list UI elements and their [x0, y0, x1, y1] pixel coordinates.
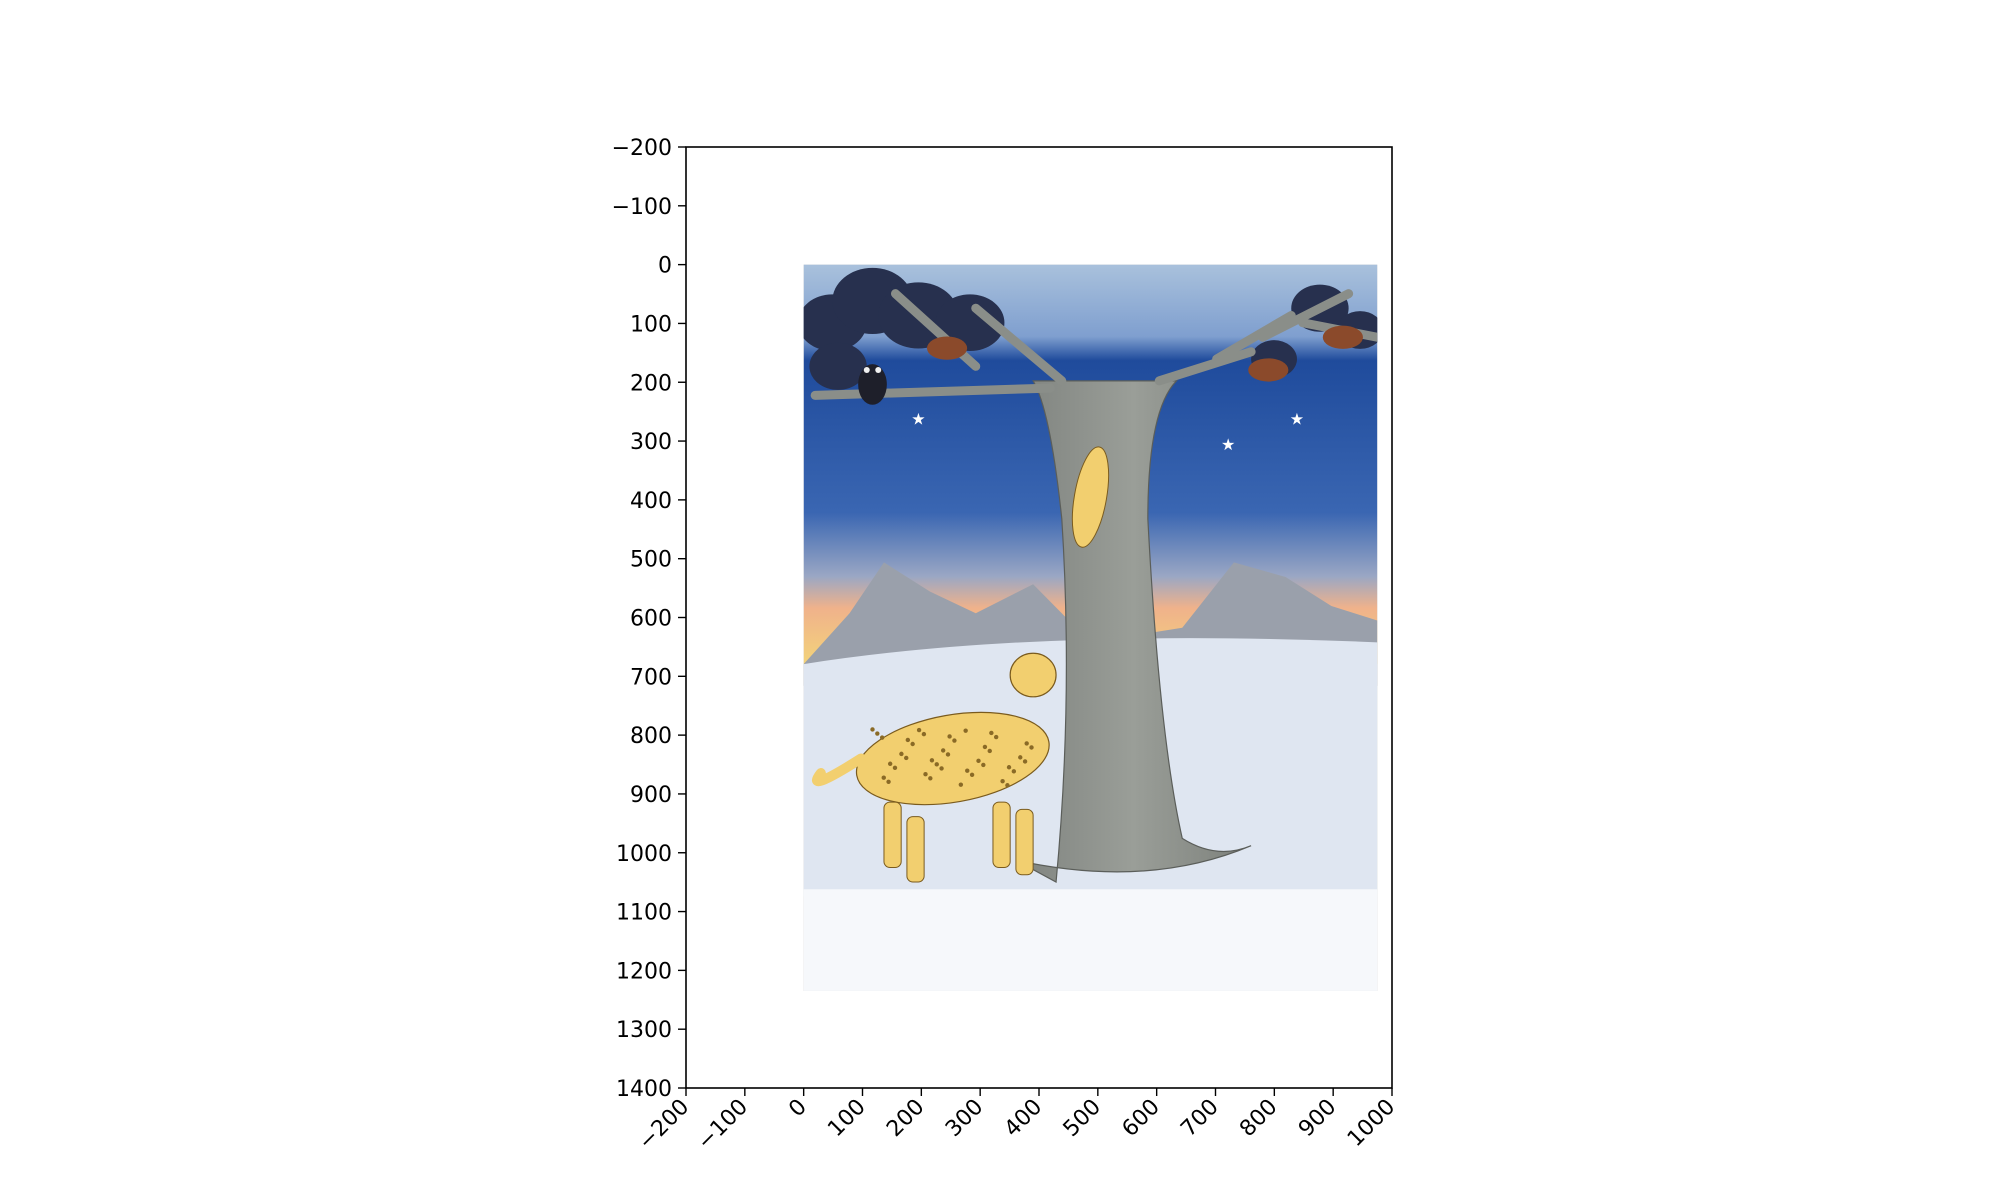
leopard-spot	[910, 741, 915, 747]
tree-foliage	[809, 342, 867, 390]
leopard-spot	[875, 731, 880, 736]
leopard-spot	[987, 748, 992, 754]
y-tick-label: 400	[630, 489, 672, 514]
y-tick-label: 200	[630, 371, 672, 396]
y-tick-label: 700	[630, 665, 672, 690]
leopard-spot	[1005, 783, 1010, 788]
leopard-spot	[1022, 759, 1028, 764]
x-tick-label: 300	[941, 1095, 988, 1142]
owl-eye	[863, 366, 870, 373]
leopard-spot	[939, 766, 944, 771]
leopard-spot	[887, 761, 893, 766]
y-tick-label: 1400	[616, 1077, 672, 1102]
leopard-spot	[989, 730, 994, 736]
leopard-leg	[992, 801, 1011, 868]
leopard-spot	[958, 782, 964, 787]
leopard-spot	[923, 772, 928, 777]
leopard-spot	[947, 734, 952, 739]
leopard-leg	[883, 801, 902, 868]
leopard-leg	[1015, 808, 1034, 876]
y-tick-label: 1200	[616, 959, 672, 984]
leopard-spot	[1029, 745, 1034, 750]
leopard-spot	[952, 738, 957, 743]
leopard-spot	[982, 744, 988, 750]
leopard-spot	[904, 755, 909, 761]
y-tick-label: 900	[630, 783, 672, 808]
y-tick-label: −200	[612, 136, 672, 161]
tree-branch	[810, 383, 1055, 400]
leopard-spot	[1011, 769, 1017, 774]
leopard-spot	[916, 727, 922, 733]
tree-foliage	[935, 294, 1005, 352]
x-tick-label: 100	[823, 1095, 870, 1142]
leopard-leg	[906, 816, 925, 883]
x-tick-label: 1000	[1343, 1095, 1400, 1152]
leopard-tail	[811, 753, 867, 787]
leopard-spot	[886, 779, 891, 784]
y-tick-label: 100	[630, 312, 672, 337]
y-tick-label: 1100	[616, 901, 672, 926]
leopard-head	[1009, 652, 1057, 698]
x-tick-label: 600	[1118, 1095, 1165, 1142]
leopard-spot	[1000, 778, 1005, 784]
x-tick-label: 500	[1059, 1095, 1106, 1142]
y-axis: −200 −100 0 100 200 300 400 500 600 700 800 900 1000…	[612, 136, 686, 1102]
star-icon: ★	[1221, 435, 1235, 454]
leopard-spot	[940, 748, 946, 753]
x-tick-label: −200	[634, 1095, 694, 1155]
leopard-spot	[945, 752, 951, 757]
sleeping-monkey	[1248, 358, 1289, 382]
leopard-spot	[899, 751, 904, 757]
tree-branch	[971, 303, 1067, 386]
leopard-spot	[881, 775, 886, 780]
tree-branch	[1212, 310, 1296, 364]
tree-branch	[1258, 289, 1354, 342]
y-tick-label: 1300	[616, 1018, 672, 1043]
x-tick-label: 200	[882, 1095, 929, 1142]
x-tick-label: 0	[784, 1095, 812, 1123]
y-tick-label: 300	[630, 430, 672, 455]
leopard-spot	[976, 758, 981, 764]
y-tick-label: 800	[630, 724, 672, 749]
x-axis: −200−100 0 100 200 300 400 500 600 700 800 900 1000	[634, 1088, 1400, 1155]
leopard-spot	[993, 734, 999, 740]
leopard-spot	[879, 735, 885, 740]
x-tick-label: 900	[1294, 1095, 1341, 1142]
y-tick-label: 500	[630, 548, 672, 573]
leopard-spot	[934, 762, 939, 767]
star-icon: ★	[1290, 409, 1304, 428]
leopard-spot	[1006, 765, 1012, 770]
climbing-leopard-cub	[1071, 446, 1110, 548]
x-tick-label: 700	[1176, 1095, 1223, 1142]
leopard-spot	[963, 728, 968, 733]
owl-eye	[875, 366, 882, 373]
leopard-spot	[928, 776, 933, 781]
tree-branch	[1154, 347, 1256, 386]
leopard-spot	[965, 768, 970, 773]
leopard-spot	[929, 758, 935, 763]
leopard-spot	[921, 731, 927, 737]
leopard-spot	[1018, 755, 1023, 760]
leopard-spot	[981, 762, 986, 768]
leopard-spot	[969, 772, 975, 778]
y-tick-label: −100	[612, 195, 672, 220]
leopard-spot	[870, 727, 875, 732]
leopard-spot	[1024, 741, 1029, 746]
x-tick-label: 400	[1000, 1095, 1047, 1142]
leopard-spot	[905, 737, 911, 743]
illustration-image: ★ ★ ★	[803, 264, 1378, 991]
x-tick-label: 800	[1235, 1095, 1282, 1142]
y-tick-label: 600	[630, 607, 672, 632]
paper-margin	[803, 889, 1378, 991]
owl	[858, 364, 887, 405]
star-icon: ★	[911, 409, 925, 428]
sleeping-monkey	[926, 336, 968, 360]
x-tick-label: −100	[693, 1095, 753, 1155]
leopard-spot	[892, 765, 898, 771]
y-tick-label: 1000	[616, 842, 672, 867]
y-tick-label: 0	[658, 254, 672, 279]
sleeping-monkey	[1322, 325, 1363, 349]
